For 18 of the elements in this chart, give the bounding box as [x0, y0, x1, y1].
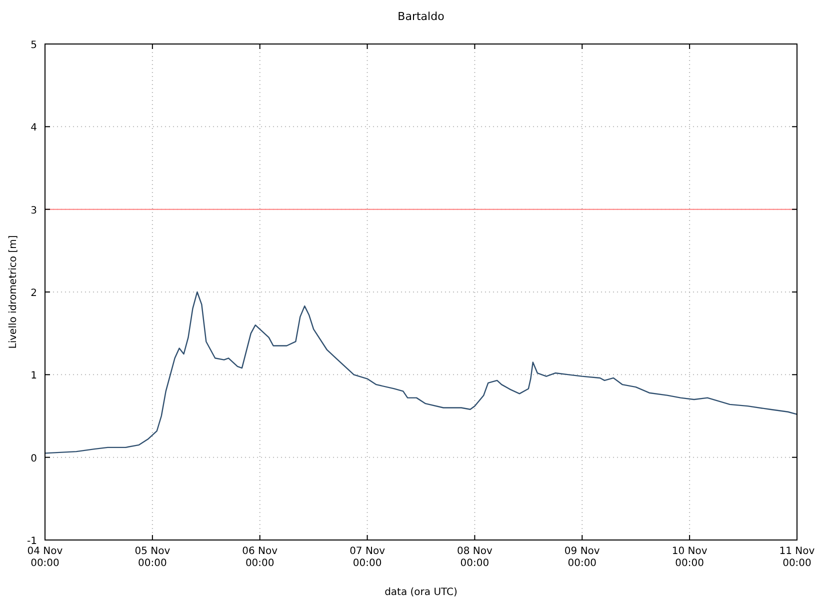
chart-title: Bartaldo [398, 10, 445, 23]
y-tick-label: 3 [30, 205, 37, 216]
x-tick-label: 06 Nov 00:00 [242, 546, 278, 569]
x-tick-label: 10 Nov 00:00 [672, 546, 708, 569]
y-tick-label: -1 [27, 536, 37, 547]
x-tick-label: 08 Nov 00:00 [457, 546, 493, 569]
x-tick-label: 09 Nov 00:00 [564, 546, 600, 569]
y-axis-title: Livello idrometrico [m] [8, 235, 19, 349]
y-tick-label: 0 [30, 453, 37, 464]
x-tick-label: 11 Nov 00:00 [779, 546, 815, 569]
x-tick-label: 04 Nov 00:00 [27, 546, 63, 569]
y-tick-label: 1 [30, 370, 37, 382]
x-tick-label: 05 Nov 00:00 [134, 546, 170, 569]
y-tick-label: 5 [30, 40, 37, 51]
x-tick-label: 07 Nov 00:00 [350, 546, 386, 569]
y-tick-label: 2 [30, 288, 37, 299]
y-tick-label: 4 [30, 122, 37, 134]
x-axis-title: data (ora UTC) [384, 587, 458, 598]
